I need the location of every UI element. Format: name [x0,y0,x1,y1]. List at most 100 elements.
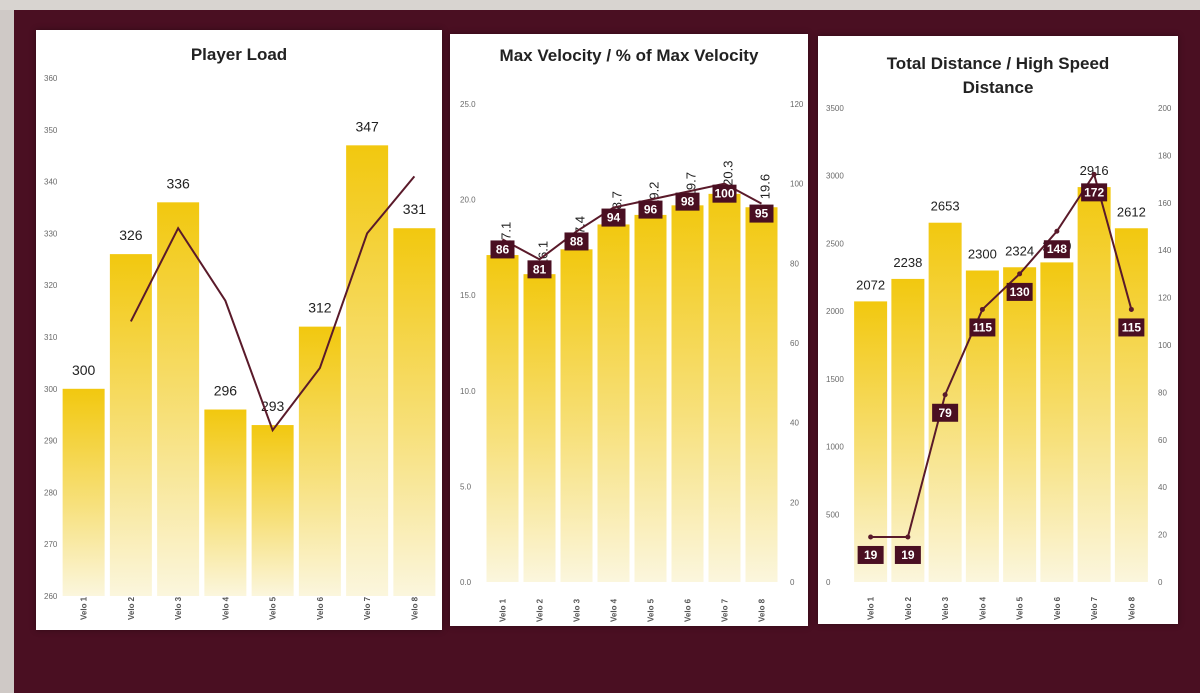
line-point [979,306,985,312]
data-label: 336 [166,175,190,191]
data-label: 2072 [856,277,885,292]
x-tick-label: Velo 7 [721,598,730,622]
line-label: 86 [496,242,510,256]
bar [634,214,667,582]
line-point [1054,228,1060,234]
data-label: 300 [72,362,96,378]
line-point [1017,271,1023,277]
chart-title: Player Load [190,45,288,64]
y-tick-label-right: 20 [1158,531,1167,540]
y-tick-label-right: 40 [790,419,799,428]
y-tick-label: 270 [44,540,58,549]
y-tick-label-right: 100 [790,180,804,189]
y-tick-label-right: 0 [790,578,795,587]
spreadsheet-column-header [0,0,1200,10]
y-tick-label-left: 10.0 [460,387,476,396]
line-label-badge [564,232,589,251]
chart-max-velocity[interactable]: Max Velocity / % of Max Velocity 0.0 5.0 1… [450,34,808,626]
y-tick-label-right: 80 [790,259,799,268]
y-tick-label-right: 120 [1158,294,1172,303]
x-tick-label: Velo 2 [127,596,136,620]
x-tick-label: Velo 3 [941,596,950,620]
line-point [942,392,948,398]
total-distance-plot: 0 500 1000 1500 2000 2500 3000 3500 0 20 40 60 80 100… [826,104,1172,620]
x-tick-label: Velo 4 [221,596,230,620]
x-tick-label: Velo 5 [269,596,278,620]
bar [965,270,999,582]
trend-line [129,175,416,433]
line-label: 115 [973,320,993,334]
y-tick-label-right: 200 [1158,104,1172,113]
line-label-badge [932,403,959,422]
y-tick-label-right: 60 [1158,436,1167,445]
y-tick-label-left: 2500 [826,239,844,248]
y-tick-label: 320 [44,281,58,290]
data-label: 2916 [1080,163,1109,178]
bar [157,202,200,596]
line-label-badge [1081,183,1108,202]
line-label: 88 [570,234,584,248]
y-tick-label: 340 [44,178,58,187]
line-label: 130 [1010,285,1030,299]
y-tick-label-right: 140 [1158,246,1172,255]
bar [62,388,105,596]
y-tick-label-left: 500 [826,510,840,519]
bar [1003,267,1037,582]
y-tick-label-right: 60 [790,339,799,348]
line-point [905,534,911,540]
line-label-badge [969,318,996,337]
bar [1077,187,1111,583]
bar [1040,262,1074,582]
line-label-badge [638,200,663,219]
line-label-badge [675,192,700,211]
y-tick-label: 310 [44,333,58,342]
bar [109,254,152,596]
x-tick-label: Velo 1 [499,598,508,622]
chart-total-distance[interactable]: Total Distance / High Speed Distance 0 50… [818,36,1178,624]
bar [854,301,888,582]
bar [928,222,962,582]
data-label: 331 [403,201,427,217]
bar [597,224,630,582]
x-tick-label: Velo 8 [1127,596,1136,620]
chart-title: Total Distance / High Speed Distance [886,54,1110,97]
player-load-plot: 260 270 280 290 300 310 320 330 340 350 360 300 326 3… [44,74,436,620]
chart-title: Max Velocity / % of Max Velocity [499,46,759,65]
x-tick-label: Velo 4 [610,598,619,622]
line-label-badge [857,545,884,564]
x-tick-label: Velo 8 [410,596,419,620]
y-tick-label-left: 20.0 [460,196,476,205]
line-label: 94 [607,211,621,225]
line-label: 148 [1047,242,1067,256]
y-tick-label-right: 160 [1158,199,1172,208]
line-label-badge [1006,282,1033,301]
y-tick-label: 260 [44,592,58,601]
data-label: 2653 [931,199,960,214]
x-tick-label: Velo 3 [174,596,183,620]
chart-player-load[interactable]: Player Load 260 270 280 290 300 310 320 330 340 3… [36,30,442,630]
x-tick-label: Velo 2 [536,598,545,622]
y-tick-label-left: 25.0 [460,100,476,109]
y-tick-label: 350 [44,126,58,135]
bar [1114,228,1148,583]
line-label-badge [490,240,515,259]
y-tick-label-right: 40 [1158,483,1167,492]
y-tick-label: 280 [44,488,58,497]
y-tick-label-left: 15.0 [460,291,476,300]
y-tick-label-right: 120 [790,100,804,109]
x-tick-label: Velo 2 [904,596,913,620]
y-tick-label-left: 5.0 [460,482,472,491]
line-label-badge [1043,240,1070,259]
bar [891,278,925,582]
data-label: 293 [261,398,285,414]
data-label: 2612 [1117,204,1146,219]
x-tick-label: Velo 3 [573,598,582,622]
line-point [1091,171,1097,177]
line-label-badge [712,184,737,203]
bar [523,274,556,582]
x-tick-label: Velo 1 [80,596,89,620]
data-label: 347 [355,118,379,134]
bar [560,249,593,582]
bar [671,205,704,582]
y-tick-label-left: 1500 [826,375,844,384]
